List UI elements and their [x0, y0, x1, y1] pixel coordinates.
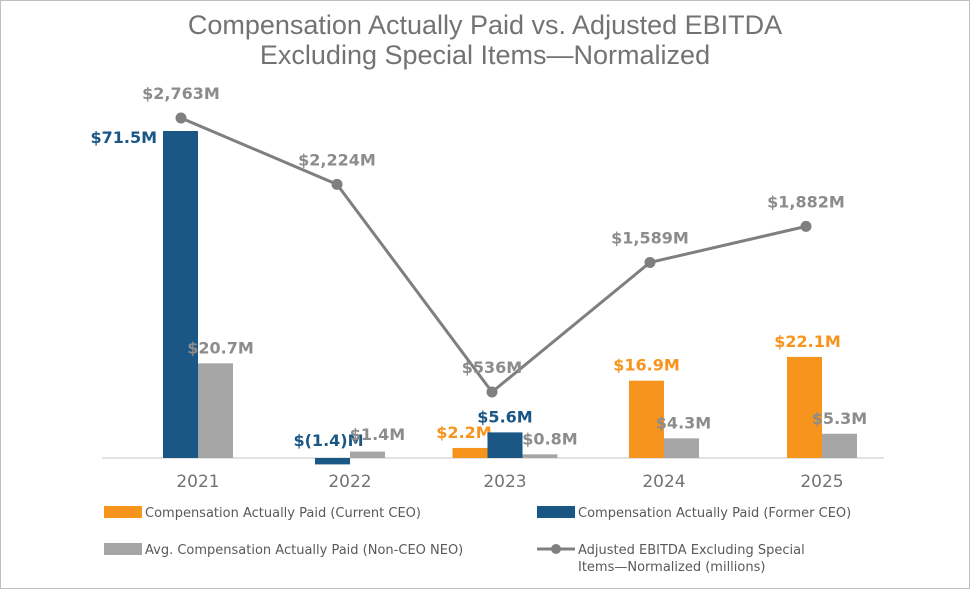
x-tick-2023: 2023: [483, 472, 526, 492]
legend-swatch-2: [104, 543, 142, 555]
bar-2-2024: [664, 438, 699, 458]
ebitda-label-2024: $1,589M: [611, 228, 689, 247]
legend-label-3-line-2: Items—Normalized (millions): [578, 560, 765, 575]
bar-1-2022: [315, 458, 350, 465]
ebitda-point-2023: [486, 386, 498, 398]
ebitda-label-2023: $536M: [462, 358, 522, 377]
ebitda-point-2021: [175, 112, 187, 124]
bar-2-2023: [522, 454, 558, 458]
legend-line-marker: [551, 544, 561, 554]
ebitda-label-2021: $2,763M: [142, 84, 220, 103]
bar-2-2022: [350, 451, 385, 458]
bar-label-2-2021: $20.7M: [187, 338, 254, 357]
legend-label-2: Avg. Compensation Actually Paid (Non-CEO…: [145, 543, 463, 558]
legend-swatch-1: [537, 506, 575, 518]
bar-label-1-2021: $71.5M: [90, 128, 157, 147]
bar-0-2023: [452, 447, 488, 458]
bar-1-2021: [163, 131, 198, 458]
bar-2-2021: [198, 363, 233, 458]
bar-label-0-2023: $2.2M: [436, 423, 491, 442]
bar-0-2025: [787, 356, 822, 458]
legend-label-1: Compensation Actually Paid (Former CEO): [578, 506, 851, 521]
x-tick-2021: 2021: [176, 472, 219, 492]
x-tick-2024: 2024: [642, 472, 685, 492]
bar-label-1-2023: $5.6M: [477, 407, 532, 426]
chart-title-line-1: Compensation Actually Paid vs. Adjusted …: [188, 10, 782, 40]
bar-1-2023: [487, 432, 523, 458]
ebitda-label-2025: $1,882M: [767, 192, 845, 211]
bar-label-0-2025: $22.1M: [774, 332, 841, 351]
x-tick-2025: 2025: [800, 472, 843, 492]
ebitda-line: [180, 116, 807, 395]
bar-label-2-2023: $0.8M: [522, 429, 577, 448]
x-tick-2022: 2022: [328, 472, 371, 492]
bar-label-0-2024: $16.9M: [613, 356, 680, 375]
bar-label-1-2022: $(1.4)M: [293, 431, 363, 450]
ebitda-label-2022: $2,224M: [298, 150, 376, 169]
ebitda-point-2025: [800, 220, 812, 232]
bar-0-2024: [629, 380, 664, 458]
chart-title-line-2: Excluding Special Items—Normalized: [260, 40, 710, 70]
bar-label-2-2024: $4.3M: [656, 413, 711, 432]
legend-label-0: Compensation Actually Paid (Current CEO): [145, 506, 421, 521]
legend-swatch-0: [104, 506, 142, 518]
ebitda-point-2022: [331, 178, 343, 190]
bar-label-2-2022: $1.4M: [350, 425, 405, 444]
bar-2-2025: [822, 433, 857, 458]
legend-label-3-line-1: Adjusted EBITDA Excluding Special: [578, 543, 805, 558]
ebitda-point-2024: [644, 256, 656, 268]
bar-label-2-2025: $5.3M: [812, 409, 867, 428]
